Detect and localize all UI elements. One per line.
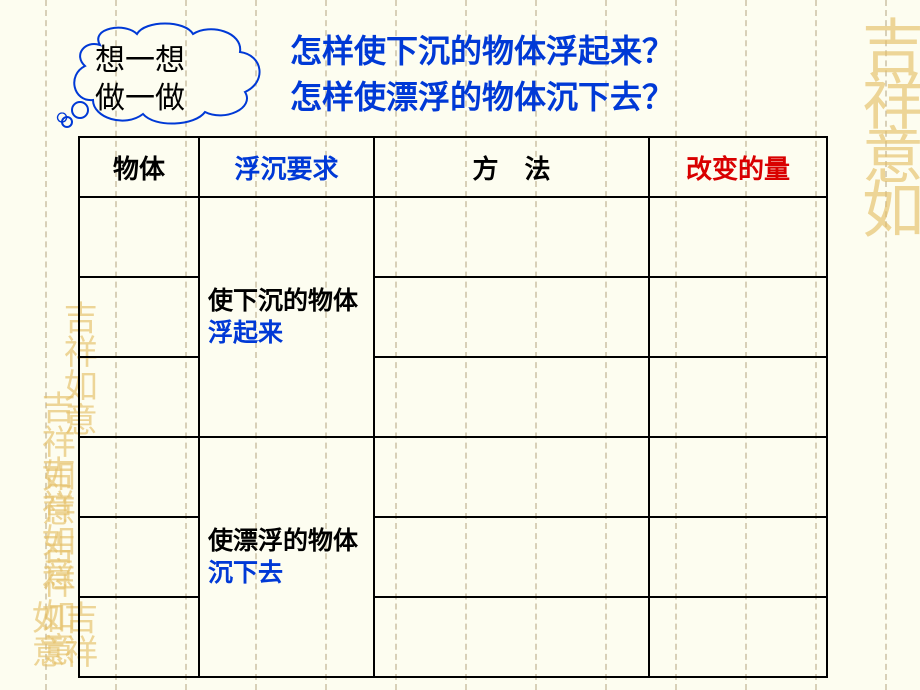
table-row: 使漂浮的物体沉下去	[79, 437, 827, 517]
cell-method	[374, 517, 649, 597]
table-row: 使下沉的物体浮起来	[79, 197, 827, 277]
col-header-object: 物体	[79, 137, 199, 197]
cloud-line1: 想一想	[95, 44, 185, 77]
col-header-changed: 改变的量	[649, 137, 827, 197]
cell-method	[374, 197, 649, 277]
prompt-questions: 怎样使下沉的物体浮起来？ 怎样使漂浮的物体沉下去？	[290, 28, 674, 121]
cell-changed	[649, 437, 827, 517]
cell-method	[374, 277, 649, 357]
cell-object	[79, 517, 199, 597]
cell-requirement-float-to-sink: 使漂浮的物体沉下去	[199, 437, 374, 677]
cell-requirement-sink-to-float: 使下沉的物体浮起来	[199, 197, 374, 437]
worksheet-table: 物体 浮沉要求 方 法 改变的量 使下沉的物体浮起来 使漂浮的物体沉下	[78, 136, 828, 678]
cell-object	[79, 197, 199, 277]
req-prefix: 使下沉的物体	[208, 287, 358, 315]
cloud-line2: 做一做	[95, 82, 185, 115]
table-header-row: 物体 浮沉要求 方 法 改变的量	[79, 137, 827, 197]
cell-changed	[649, 277, 827, 357]
cell-object	[79, 277, 199, 357]
cell-object	[79, 597, 199, 677]
cell-changed	[649, 197, 827, 277]
cell-changed	[649, 597, 827, 677]
table-row	[79, 357, 827, 437]
cell-object	[79, 357, 199, 437]
cell-changed	[649, 357, 827, 437]
table-row	[79, 277, 827, 357]
cell-method	[374, 357, 649, 437]
req-prefix: 使漂浮的物体	[208, 527, 358, 555]
cell-method	[374, 597, 649, 677]
table-row	[79, 517, 827, 597]
cell-object	[79, 437, 199, 517]
col-header-method: 方 法	[374, 137, 649, 197]
question-line2: 怎样使漂浮的物体沉下去？	[290, 74, 674, 120]
req-suffix: 沉下去	[208, 559, 283, 587]
cell-changed	[649, 517, 827, 597]
req-suffix: 浮起来	[208, 319, 283, 347]
cell-method	[374, 437, 649, 517]
table-row	[79, 597, 827, 677]
cloud-text: 想一想 做一做	[95, 42, 185, 117]
question-line1: 怎样使下沉的物体浮起来？	[290, 28, 674, 74]
col-header-requirement: 浮沉要求	[199, 137, 374, 197]
thought-cloud: 想一想 做一做	[45, 20, 275, 135]
calligraphy-top-right: 吉祥意如	[856, 15, 915, 231]
